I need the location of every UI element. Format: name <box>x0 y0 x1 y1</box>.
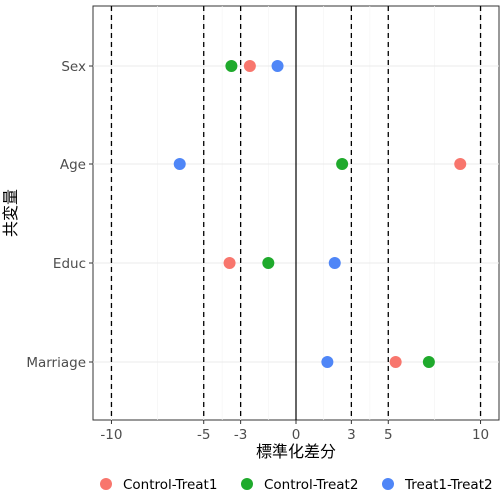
data-points <box>173 60 467 368</box>
data-point-control-treat2-marriage <box>422 356 435 368</box>
data-point-control-treat1-educ <box>223 257 236 269</box>
y-tick-label: Marriage <box>26 355 86 371</box>
x-tick-label: 5 <box>384 427 393 443</box>
data-point-treat1-treat2-sex <box>271 60 284 72</box>
x-tick-label: 3 <box>347 427 356 443</box>
y-tick-label: Age <box>60 157 86 173</box>
y-tick-label: Sex <box>61 59 86 75</box>
data-point-control-treat1-marriage <box>389 356 402 368</box>
legend-label: Control-Treat2 <box>264 477 358 493</box>
x-tick-label: 0 <box>292 427 301 443</box>
data-point-treat1-treat2-marriage <box>321 356 334 368</box>
x-tick-label: -3 <box>234 427 247 443</box>
legend-label: Treat1-Treat2 <box>404 477 493 493</box>
x-axis-title: 標準化差分 <box>256 442 336 461</box>
data-point-control-treat1-age <box>454 158 467 170</box>
data-point-control-treat1-sex <box>243 60 256 72</box>
x-tick-label: 10 <box>472 427 489 443</box>
legend-item: Treat1-Treat2 <box>382 477 493 493</box>
legend-key <box>382 478 394 490</box>
y-axis-ticks: Sex Age Educ Marriage <box>26 59 93 371</box>
data-point-treat1-treat2-educ <box>328 257 341 269</box>
legend-item: Control-Treat1 <box>100 477 217 493</box>
data-point-control-treat2-educ <box>262 257 275 269</box>
x-tick-label: -10 <box>100 427 122 443</box>
reference-lines <box>110 6 482 420</box>
y-tick-label: Educ <box>53 256 86 272</box>
legend-key <box>241 478 253 490</box>
legend-item: Control-Treat2 <box>241 477 358 493</box>
data-point-control-treat2-age <box>336 158 349 170</box>
legend-label: Control-Treat1 <box>123 477 217 493</box>
y-axis-title: 共変量 <box>1 189 20 237</box>
x-axis-ticks: -10 -5 -3 0 3 5 10 <box>100 420 489 443</box>
data-point-treat1-treat2-age <box>173 158 186 170</box>
data-point-control-treat2-sex <box>225 60 238 72</box>
x-tick-label: -5 <box>197 427 210 443</box>
legend-key <box>100 478 112 490</box>
legend: Control-Treat1 Control-Treat2 Treat1-Treat… <box>100 477 493 493</box>
